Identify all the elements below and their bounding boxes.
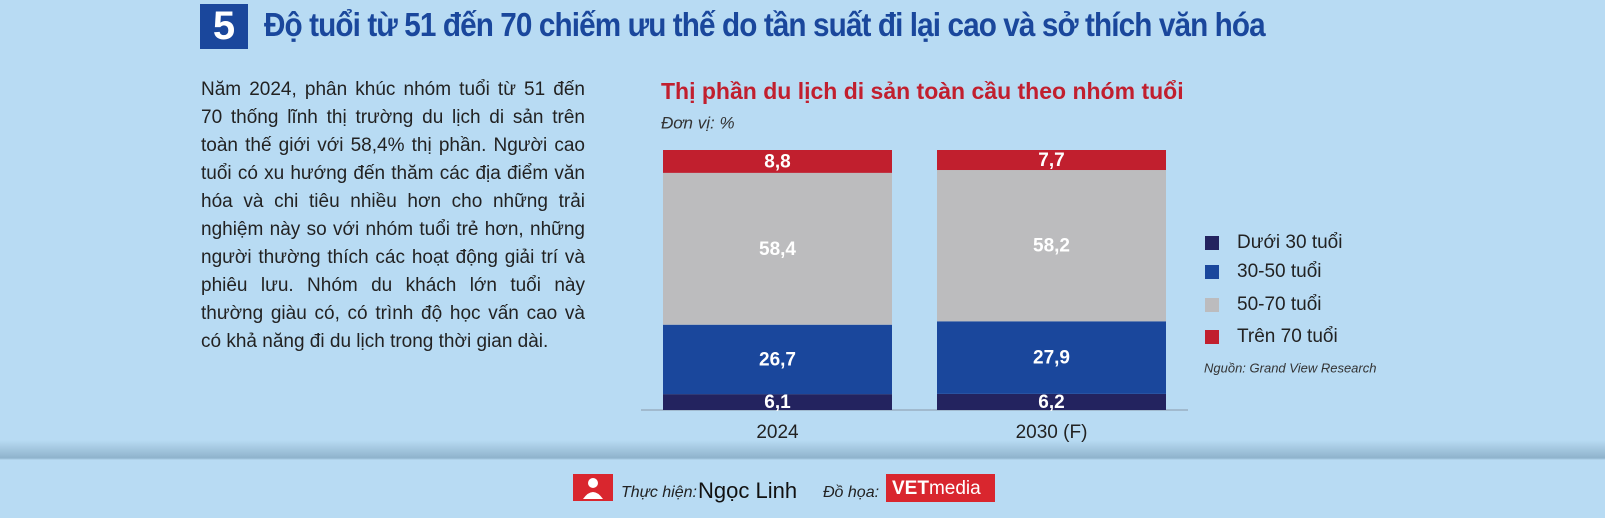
bar-segment <box>937 393 1166 410</box>
legend-swatch <box>1205 298 1219 312</box>
chart-subtitle: Đơn vị: % <box>661 113 735 132</box>
bar-segment <box>937 321 1166 394</box>
legend-swatch <box>1205 330 1219 344</box>
bar-segment <box>937 150 1166 171</box>
data-label: 58,4 <box>759 239 796 260</box>
data-label: 8,8 <box>764 151 790 172</box>
data-label: 58,2 <box>1033 236 1070 257</box>
graphics-label: Đồ họa: <box>823 484 879 501</box>
made-by-label: Thực hiện: <box>621 484 697 501</box>
data-label: 27,9 <box>1033 348 1070 369</box>
logo-light: media <box>929 478 981 499</box>
logo-box <box>886 474 995 502</box>
section-number: 5 <box>200 4 248 49</box>
paragraph: Năm 2024, phân khúc nhóm tuổi từ 51 đến … <box>201 79 585 352</box>
legend-label: 50-70 tuổi <box>1237 294 1322 315</box>
data-label: 7,7 <box>1038 150 1064 171</box>
bar-segment <box>663 172 892 325</box>
legend-label: Dưới 30 tuổi <box>1237 232 1342 253</box>
data-label: 6,1 <box>764 392 791 413</box>
bar-segment <box>663 394 892 410</box>
legend-label: 30-50 tuổi <box>1237 261 1322 282</box>
legend-label: Trên 70 tuổi <box>1237 326 1338 347</box>
data-label: 6,2 <box>1038 392 1064 413</box>
author-icon-body <box>583 492 603 499</box>
shadow-band <box>0 440 1605 460</box>
legend-swatch <box>1205 236 1219 250</box>
data-label: 26,7 <box>759 349 796 370</box>
x-tick-label: 2024 <box>756 422 799 443</box>
x-tick-label: 2030 (F) <box>1016 422 1088 443</box>
made-by: Ngọc Linh <box>698 478 797 503</box>
bar-segment <box>937 170 1166 322</box>
legend-swatch <box>1205 265 1219 279</box>
page-title: Độ tuổi từ 51 đến 70 chiếm ưu thế do tần… <box>264 6 1266 43</box>
author-icon-head <box>588 478 598 488</box>
source: Nguồn: Grand View Research <box>1204 360 1376 375</box>
bar-segment <box>663 150 892 173</box>
logo-bold: VET <box>892 478 929 499</box>
bar-segment <box>663 324 892 395</box>
logo: VETmedia <box>892 478 981 499</box>
chart-title: Thị phần du lịch di sản toàn cầu theo nh… <box>661 78 1184 104</box>
